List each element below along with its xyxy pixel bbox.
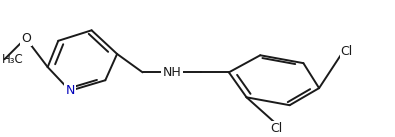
Text: N: N <box>65 84 75 97</box>
Text: Cl: Cl <box>270 122 282 135</box>
Text: NH: NH <box>163 66 181 79</box>
Text: Cl: Cl <box>340 45 353 58</box>
Text: O: O <box>21 32 31 45</box>
Text: H₃C: H₃C <box>2 53 23 66</box>
